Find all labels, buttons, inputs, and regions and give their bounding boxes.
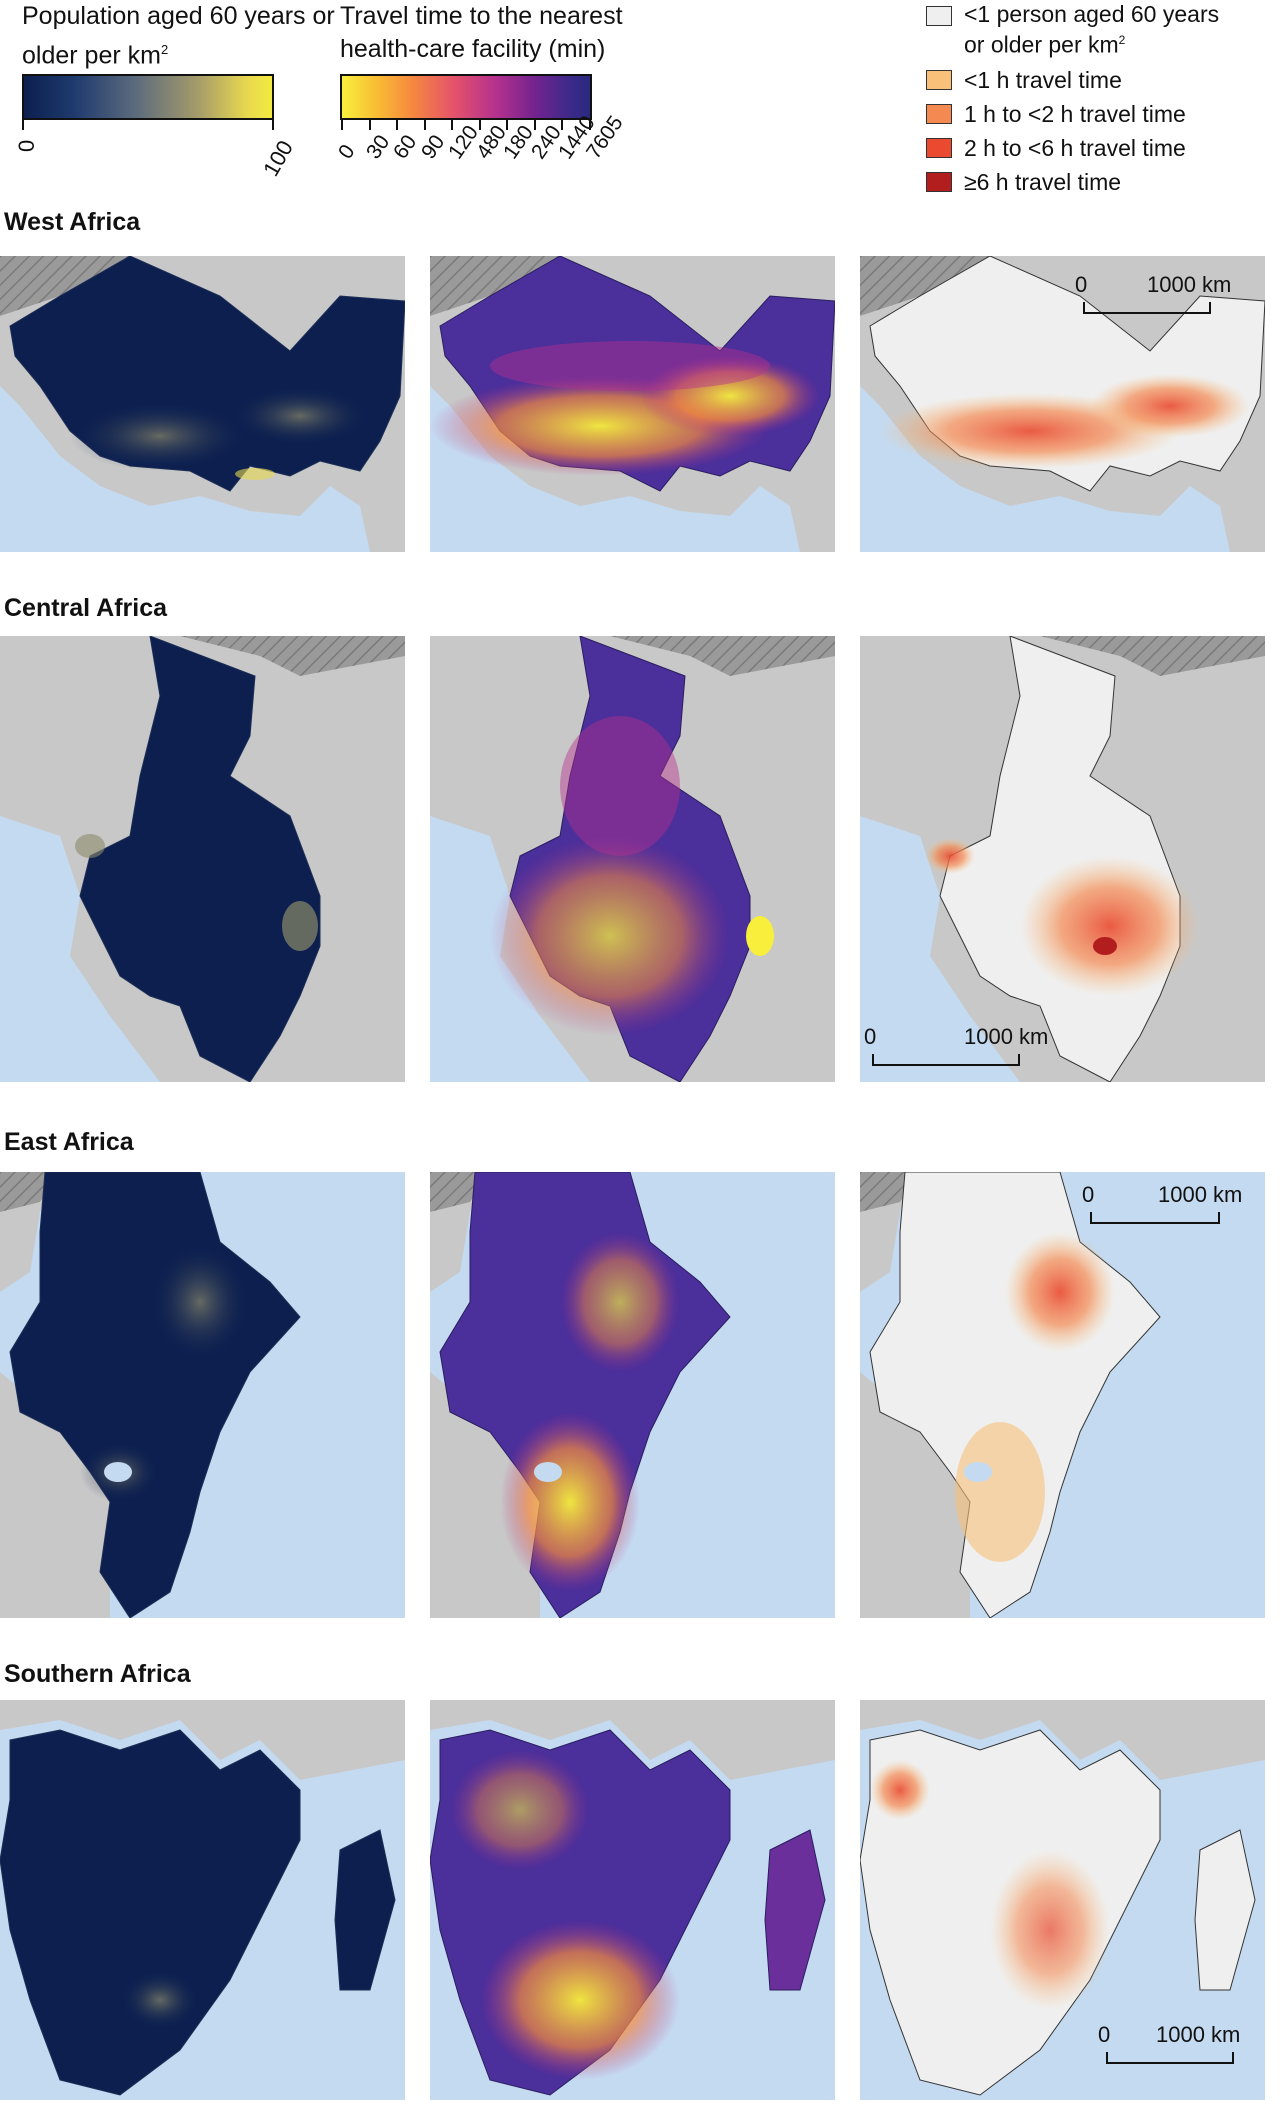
travel-tick-1440 [561, 120, 564, 130]
map-west-africa-travel [430, 256, 835, 552]
travel-tick-label-0: 0 [334, 140, 360, 164]
legend-cat-label-0b: or older per km2 [964, 26, 1125, 59]
map-central-africa-population [0, 636, 405, 1082]
legend-cat-swatch-0 [926, 6, 952, 26]
scalebar-southern-start: 0 [1098, 2022, 1111, 2047]
legend-population-title-line1: Population aged 60 years or [22, 2, 335, 30]
travel-tick-90 [423, 120, 426, 130]
legend-cat-label-0b-sup: 2 [1118, 33, 1126, 47]
region-title-east-africa: East Africa [4, 1128, 134, 1156]
map-east-africa-population [0, 1172, 405, 1618]
map-southern-africa-travel [430, 1700, 835, 2100]
legend-cat-swatch-3 [926, 138, 952, 158]
scalebar-east-line [1090, 1212, 1220, 1224]
scalebar-east-africa: 0 1000 km [1082, 1182, 1252, 1232]
scalebar-southern-line [1106, 2052, 1234, 2064]
scalebar-southern-africa: 0 1000 km [1088, 2022, 1258, 2072]
travel-tick-30 [368, 120, 371, 130]
scalebar-central-start: 0 [864, 1024, 877, 1049]
legend-population-title-line2: older per km [22, 41, 161, 70]
legend-travel-title-line1: Travel time to the nearest [340, 2, 623, 30]
legend-travel-title: Travel time to the nearest health-care f… [340, 0, 623, 66]
map-central-africa-categories [860, 636, 1265, 1082]
legend-population-title: Population aged 60 years or older per km… [22, 0, 335, 72]
travel-tick-7605 [589, 120, 591, 130]
scalebar-west-africa: 0 1000 km [1075, 272, 1235, 322]
legend-cat-swatch-1 [926, 70, 952, 90]
legend-cat-swatch-2 [926, 104, 952, 124]
legend-cat-label-4: ≥6 h travel time [964, 169, 1122, 195]
population-tick-0 [22, 120, 24, 130]
travel-colorbar [340, 74, 592, 120]
legend-cat-label-1: <1 h travel time [964, 67, 1122, 93]
legend-population-title-sup: 2 [160, 42, 169, 57]
map-west-africa-categories [860, 256, 1265, 552]
population-tick-100 [272, 120, 274, 130]
region-title-west-africa: West Africa [4, 208, 141, 236]
legend-cat-label-3: 2 h to <6 h travel time [964, 135, 1186, 161]
map-west-africa-population [0, 256, 405, 552]
travel-tick-60 [396, 120, 399, 130]
map-east-africa-categories [860, 1172, 1265, 1618]
scalebar-east-start: 0 [1082, 1182, 1095, 1207]
travel-tick-0 [341, 120, 343, 130]
travel-tick-120 [451, 120, 454, 130]
scalebar-central-line [872, 1054, 1020, 1066]
scalebar-west-line [1083, 302, 1211, 314]
scalebar-east-end: 1000 km [1158, 1182, 1243, 1207]
legend-cat-label-2: 1 h to <2 h travel time [964, 101, 1186, 127]
scalebar-central-end: 1000 km [964, 1024, 1049, 1049]
population-tick-label-0: 0 [14, 139, 39, 152]
map-east-africa-travel [430, 1172, 835, 1618]
travel-tick-480 [478, 120, 481, 130]
legend-cat-label-0: <1 person aged 60 years [964, 1, 1220, 27]
travel-tick-240 [533, 120, 536, 130]
region-title-southern-africa: Southern Africa [4, 1660, 191, 1688]
legend-travel-title-line2: health-care facility (min) [340, 35, 606, 63]
region-title-central-africa: Central Africa [4, 594, 168, 622]
map-central-africa-travel [430, 636, 835, 1082]
population-tick-label-100: 100 [258, 136, 299, 181]
population-colorbar [22, 74, 274, 120]
legend-cat-label-0b-text: or older per km [964, 31, 1119, 58]
scalebar-west-start: 0 [1075, 272, 1088, 297]
map-southern-africa-population [0, 1700, 405, 2100]
scalebar-central-africa: 0 1000 km [864, 1024, 1048, 1074]
scalebar-west-end: 1000 km [1147, 272, 1232, 297]
scalebar-southern-end: 1000 km [1156, 2022, 1241, 2047]
travel-tick-180 [506, 120, 509, 130]
legend-cat-swatch-4 [926, 172, 952, 192]
map-southern-africa-categories [860, 1700, 1265, 2100]
